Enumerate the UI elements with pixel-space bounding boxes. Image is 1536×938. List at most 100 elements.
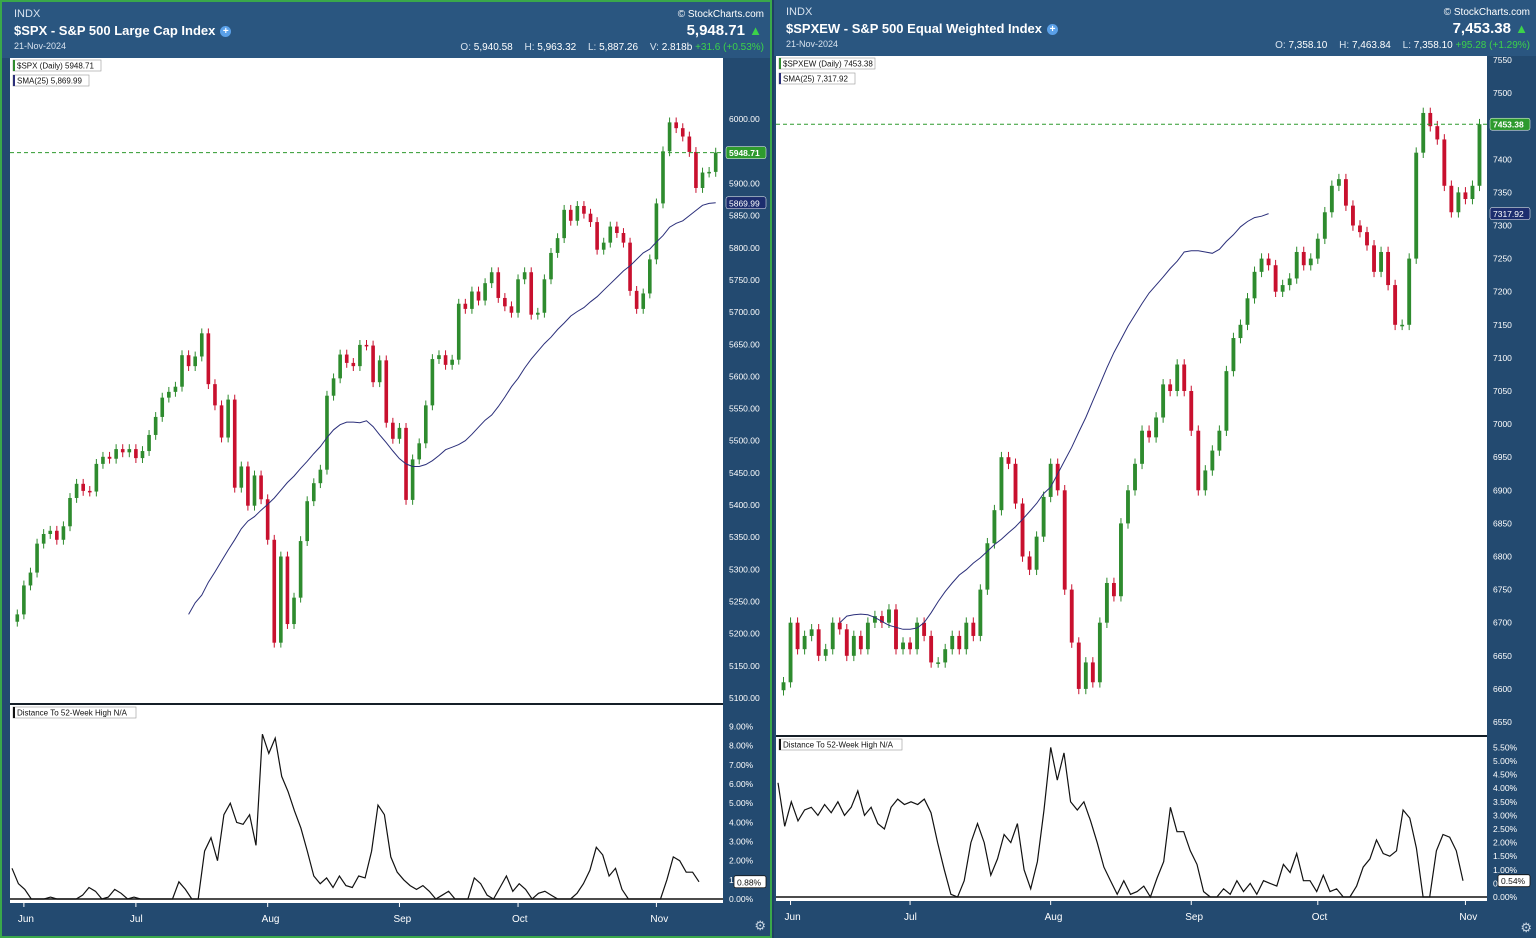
indicator-legend-swatch (779, 739, 781, 750)
change-value: +31.6 (+0.53%) (695, 42, 764, 53)
candle-body (61, 526, 66, 540)
price-tick-label: 7000 (1493, 419, 1512, 429)
candle-body (837, 622, 842, 630)
candle-body (503, 297, 507, 307)
candle-body (1315, 238, 1320, 259)
candle-body (160, 397, 165, 417)
candle-body (259, 475, 263, 500)
candle-body (1463, 192, 1468, 200)
indicator-legend: Distance To 52-Week High N/A (783, 741, 894, 750)
last-price: 5,948.71 ▲ (687, 22, 762, 39)
month-label: Nov (1459, 912, 1477, 923)
price-tick-label: 5850.00 (729, 211, 760, 221)
candle-body (795, 622, 800, 650)
price-tick-label: 6750 (1493, 585, 1512, 595)
high-value: 7,463.84 (1351, 40, 1391, 51)
candle-body (568, 209, 573, 221)
indicator-tick-label: 4.50% (1493, 770, 1518, 780)
candle-body (134, 449, 138, 459)
indicator-tick-label: 2.00% (1493, 838, 1518, 848)
spxew-chart-panel[interactable]: INDX $SPXEW - S&P 500 Equal Weighted Ind… (774, 0, 1536, 938)
candle-body (279, 556, 283, 643)
candle-body (489, 272, 494, 284)
price-tick-label: 6850 (1493, 518, 1512, 528)
indicator-tick-label: 1.00% (1493, 865, 1518, 875)
candle-body (641, 293, 646, 309)
add-to-list-icon[interactable]: + (1046, 24, 1058, 35)
spxew-price-chart[interactable]: 6550 6600 6650 6700 6750 6800 6850 6900 6950 7000… (774, 56, 1536, 938)
up-arrow-icon: ▲ (749, 23, 762, 38)
sma-tag (725, 196, 767, 210)
price-plot-area (10, 58, 723, 703)
candle-body (865, 622, 870, 650)
candle-body (535, 312, 540, 315)
price-plot-area (776, 56, 1487, 735)
price-legend-swatch (13, 60, 15, 71)
spx-chart-panel[interactable]: INDX $SPX - S&P 500 Large Cap Index + 21-… (0, 0, 772, 938)
candle-body (595, 222, 599, 250)
last-price-tag-label: 7453.38 (1493, 120, 1524, 130)
candle-body (648, 259, 652, 294)
candle-body (582, 205, 586, 214)
candle-body (1119, 523, 1123, 597)
price-tick-label: 5450.00 (729, 468, 760, 478)
month-label: Sep (1185, 912, 1203, 923)
candle-body (470, 291, 474, 309)
candle-body (450, 359, 454, 365)
candle-body (193, 356, 198, 367)
up-arrow-icon: ▲ (1515, 21, 1528, 36)
month-label: Jun (18, 914, 34, 925)
candle-body (22, 585, 26, 615)
candle-body (127, 449, 132, 453)
candle-body (943, 649, 948, 663)
candle-body (1217, 430, 1222, 451)
candle-body (476, 291, 481, 301)
indicator-legend-swatch (13, 707, 15, 718)
indicator-tick-label: 2.50% (1493, 824, 1518, 834)
low-value: 7,358.10 (1413, 40, 1453, 51)
open-value: 5,940.58 (473, 42, 513, 53)
candle-body (509, 306, 514, 313)
exchange-label: INDX (14, 8, 41, 20)
sma-legend: SMA(25) 5,869.99 (17, 77, 82, 86)
price-tick-label: 5500.00 (729, 436, 760, 446)
candle-body (1477, 124, 1482, 186)
candle-body (285, 556, 290, 625)
candle-body (1252, 271, 1257, 299)
chart-title[interactable]: $SPX - S&P 500 Large Cap Index + (14, 23, 232, 38)
price-tick-label: 6550 (1493, 717, 1512, 727)
price-tick-label: 7300 (1493, 221, 1512, 231)
price-tick-label: 7200 (1493, 287, 1512, 297)
month-label: Oct (1312, 912, 1328, 923)
candle-body (615, 226, 619, 233)
candle-body (1407, 258, 1412, 325)
ohlc-row: O: 7,358.10 H: 7,463.84 L: 7,358.10 +95.… (1266, 40, 1530, 51)
candle-body (844, 629, 849, 656)
candle-body (325, 395, 329, 470)
candle-body (443, 355, 448, 365)
open-label: O: (460, 42, 471, 53)
gear-icon[interactable]: ⚙ (754, 918, 766, 933)
candle-body (351, 362, 356, 367)
gear-icon[interactable]: ⚙ (1520, 920, 1532, 935)
candle-body (985, 543, 990, 590)
candle-body (101, 456, 105, 464)
candle-body (167, 391, 171, 398)
add-to-list-icon[interactable]: + (220, 26, 232, 37)
candle-body (858, 635, 863, 650)
candle-body (1266, 258, 1271, 266)
candle-body (1126, 490, 1130, 524)
candle-body (1090, 662, 1095, 683)
candle-body (292, 597, 296, 625)
candle-body (823, 649, 828, 656)
candle-body (48, 530, 53, 534)
spx-price-chart[interactable]: 5100.00 5150.00 5200.00 5250.00 5300.00 5350.… (2, 58, 770, 938)
price-tick-label: 5600.00 (729, 371, 760, 381)
candle-body (707, 171, 711, 174)
candle-body (971, 622, 976, 636)
candle-body (397, 427, 402, 439)
indicator-tick-label: 0.00% (729, 894, 754, 904)
chart-title[interactable]: $SPXEW - S&P 500 Equal Weighted Index + (786, 21, 1058, 36)
candle-body (1161, 384, 1166, 418)
price-tick-label: 7100 (1493, 353, 1512, 363)
